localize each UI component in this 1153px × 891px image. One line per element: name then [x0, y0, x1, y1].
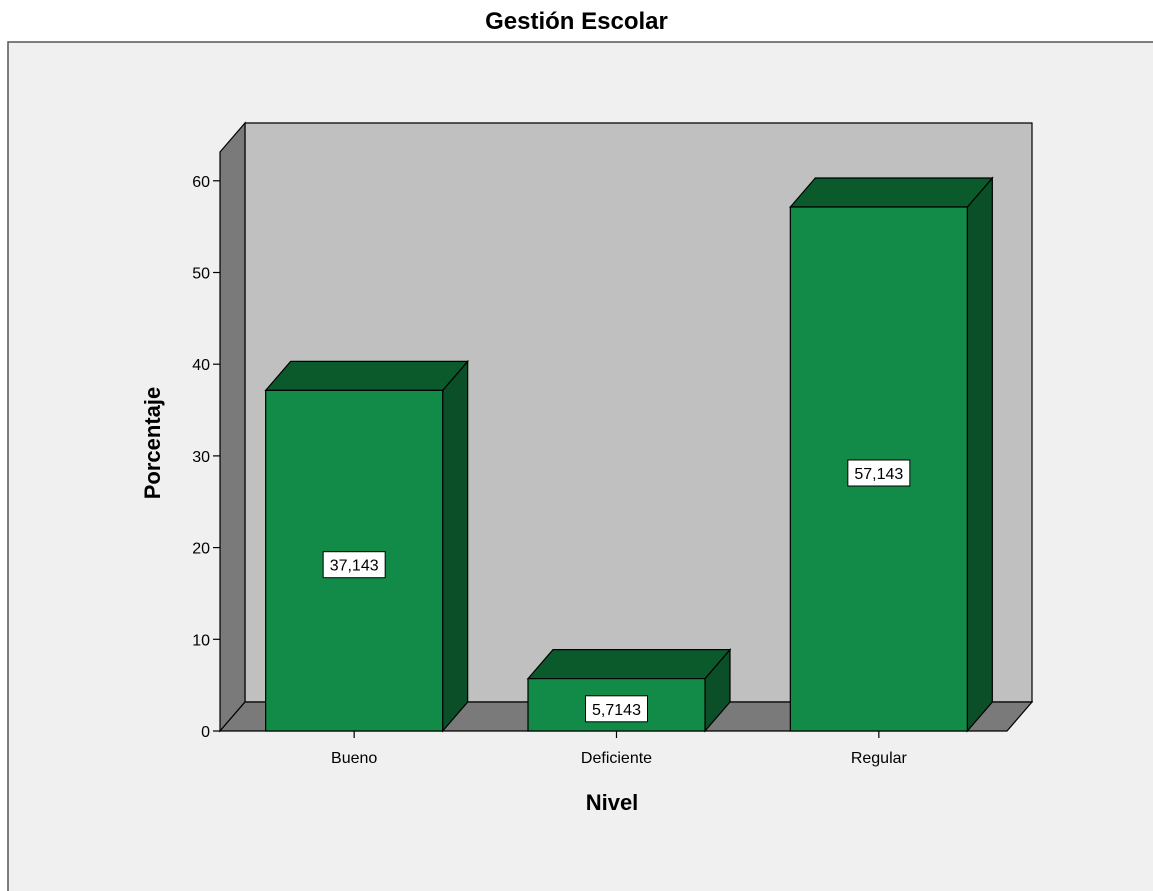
y-tick-label: 0 [201, 724, 210, 741]
y-axis: 0 10 20 30 40 50 60 [192, 174, 220, 741]
data-label-box [322, 551, 386, 579]
y-axis-title: Porcentaje [140, 387, 165, 500]
data-label: 57,143 [854, 466, 903, 483]
data-label-box [585, 695, 648, 723]
x-tick-label: Deficiente [581, 750, 652, 767]
y-tick-label: 50 [192, 266, 210, 283]
data-label-box [847, 459, 911, 487]
bar-side [442, 359, 469, 733]
bar-group: 37,143 [264, 359, 469, 733]
bars: 37,143 5,7143 57,143 [264, 176, 994, 733]
bar-group: 57,143 [789, 176, 994, 733]
y-tick-label: 10 [192, 632, 210, 649]
y-tick-label: 30 [192, 449, 210, 466]
bar-top [526, 648, 732, 680]
y-tick-label: 40 [192, 357, 210, 374]
y-tick-label: 20 [192, 541, 210, 558]
bar-top [789, 177, 994, 208]
data-label: 5,7143 [592, 702, 641, 719]
bar-side [966, 176, 993, 733]
x-axis-title: Nivel [586, 790, 639, 815]
x-tick-label: Regular [851, 750, 908, 767]
x-axis: Bueno Deficiente Regular [331, 731, 908, 767]
x-tick-label: Bueno [331, 750, 377, 767]
bar-top [264, 360, 469, 391]
data-label: 37,143 [330, 558, 379, 575]
side-wall [219, 121, 246, 733]
bar-group: 5,7143 [526, 647, 732, 733]
chart-title: Gestión Escolar [485, 8, 668, 35]
y-tick-label: 60 [192, 174, 210, 191]
